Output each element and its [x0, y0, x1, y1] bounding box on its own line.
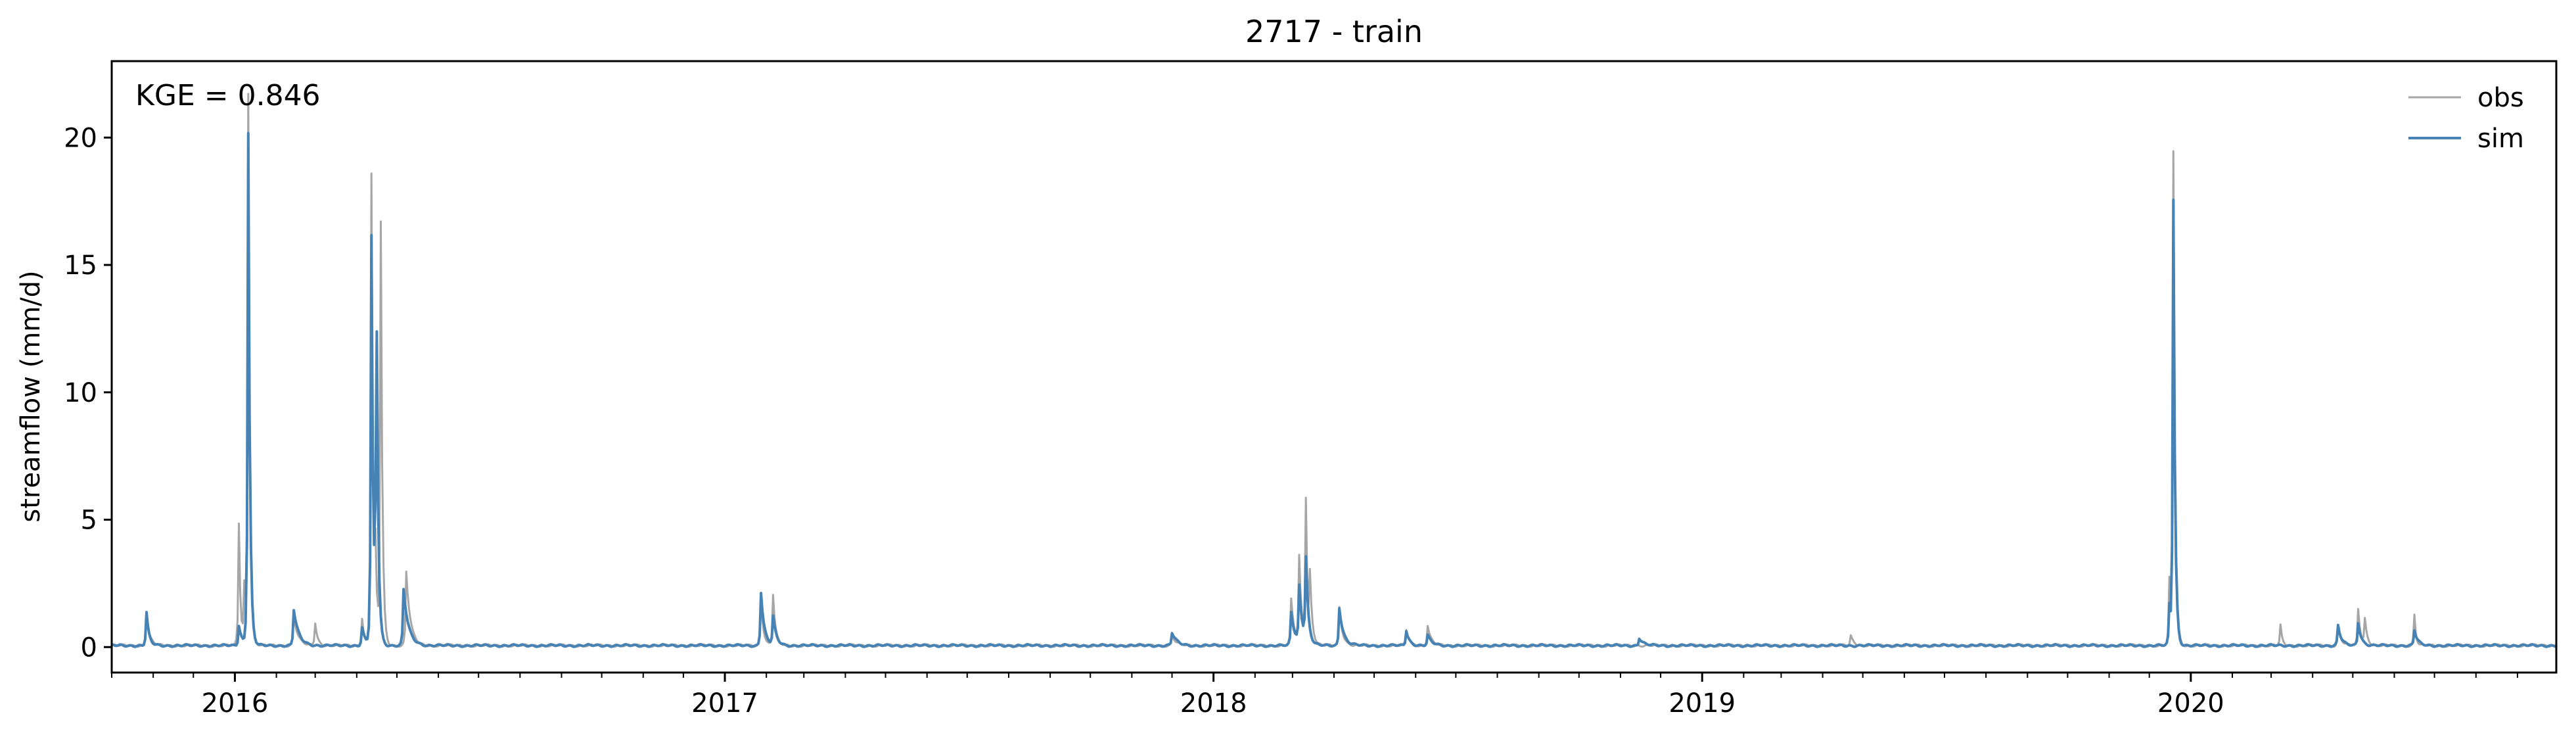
series-line-sim [112, 131, 2556, 648]
plot-area [110, 60, 2558, 674]
y-tick-label-0: 0 [81, 632, 97, 663]
y-tick-label-5: 5 [81, 506, 97, 536]
chart-title: 2717 - train [1245, 14, 1423, 49]
x-tick-label-2018: 2018 [1180, 688, 1247, 719]
x-axis: 2016 2017 2018 2019 2020 [111, 673, 2518, 719]
legend-label-sim: sim [2477, 124, 2524, 154]
kge-annotation: KGE = 0.846 [135, 79, 321, 112]
y-axis-label: streamflow (mm/d) [16, 270, 46, 522]
series-layer [112, 93, 2556, 648]
x-tick-label-2016: 2016 [202, 688, 269, 719]
x-tick-label-2020: 2020 [2157, 688, 2224, 719]
x-tick-label-2017: 2017 [691, 688, 758, 719]
x-tick-label-2019: 2019 [1668, 688, 1736, 719]
y-tick-label-10: 10 [64, 378, 97, 408]
legend-label-obs: obs [2477, 83, 2524, 113]
plot-frame [110, 60, 2558, 674]
y-tick-label-15: 15 [64, 250, 97, 281]
y-axis: 0 5 10 15 20 [64, 123, 112, 663]
series-line-obs [112, 93, 2556, 648]
y-tick-label-20: 20 [64, 123, 97, 153]
legend: obs sim [2408, 83, 2524, 154]
